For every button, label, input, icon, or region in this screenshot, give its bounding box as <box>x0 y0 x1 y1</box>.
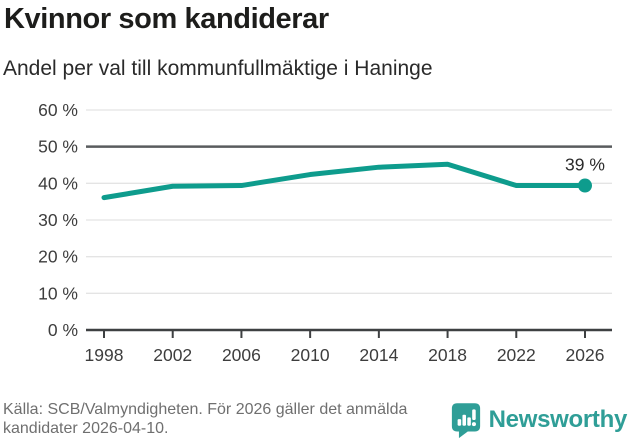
chart-title: Kvinnor som kandiderar <box>4 3 329 35</box>
data-line <box>101 161 588 201</box>
y-tick-label: 0 % <box>48 320 78 340</box>
line-chart: 0 % 10 % 20 % 30 % 40 % 50 % 60 % 1998 2002 2006 2… <box>38 100 612 365</box>
y-tick-label: 20 % <box>38 247 78 267</box>
x-tick-label: 2026 <box>566 345 605 365</box>
source-note: Källa: SCB/Valmyndigheten. För 2026 gäll… <box>3 401 408 437</box>
y-tick-label: 50 % <box>38 137 78 157</box>
end-point-marker <box>578 178 592 193</box>
end-value-label: 39 % <box>565 155 605 175</box>
x-tick-label: 2006 <box>222 345 261 365</box>
x-tick-label: 2002 <box>153 345 192 365</box>
newsworthy-logo[interactable]: Newsworthy <box>451 402 627 438</box>
y-tick-label: 10 % <box>38 283 78 303</box>
x-tick-label: 2010 <box>291 345 330 365</box>
chart-subtitle: Andel per val till kommunfullmäktige i H… <box>3 57 433 80</box>
y-tick-label: 40 % <box>38 173 78 193</box>
newsworthy-wordmark: Newsworthy <box>488 406 628 433</box>
newsworthy-icon <box>451 403 480 438</box>
y-tick-label: 60 % <box>38 100 78 120</box>
x-tick-label: 2014 <box>359 345 398 365</box>
x-tick-label: 1998 <box>85 345 124 365</box>
x-tick-label: 2022 <box>497 345 536 365</box>
x-tick-label: 2018 <box>428 345 467 365</box>
y-tick-label: 30 % <box>38 210 78 230</box>
